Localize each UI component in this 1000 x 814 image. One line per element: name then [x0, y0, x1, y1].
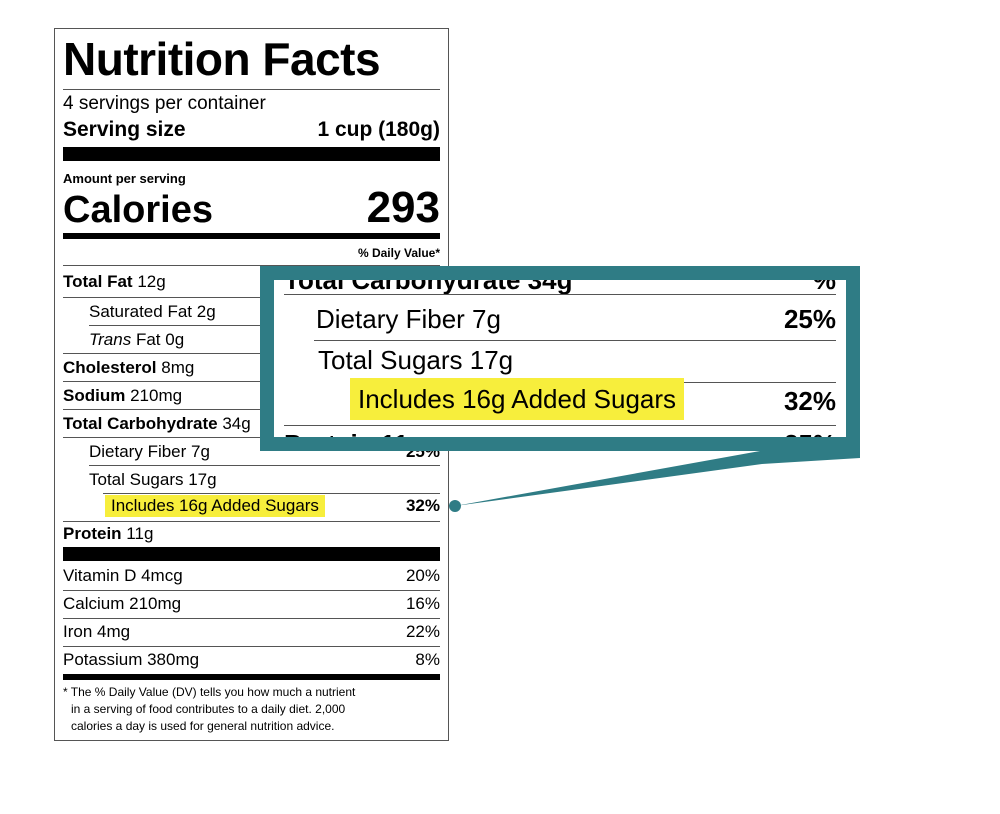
- amount-per-serving: Amount per serving: [63, 171, 186, 186]
- footnote: * The % Daily Value (DV) tells you how m…: [63, 685, 356, 733]
- calories-value: 293: [366, 183, 440, 232]
- zoom-dietary-fiber: Dietary Fiber 7g: [316, 304, 501, 334]
- callout-dot: [449, 500, 461, 512]
- zoom-dietary-fiber-dv: 25%: [783, 304, 836, 334]
- zoom-bottom-cut-label: Protein 11g: [284, 429, 425, 451]
- zoom-top-cut-label: Total Carbohydrate 34g: [284, 266, 573, 295]
- calories-label: Calories: [63, 189, 213, 231]
- servings-per-container: 4 servings per container: [63, 93, 266, 114]
- serving-size-value: 1 cup (180g): [317, 118, 440, 141]
- label-title: Nutrition Facts: [63, 33, 381, 85]
- daily-value-header: % Daily Value*: [357, 246, 440, 260]
- zoom-bottom-cut-dv: 25%: [783, 429, 836, 451]
- serving-size-label: Serving size: [63, 118, 186, 141]
- callout-wedge: [455, 451, 860, 506]
- zoom-top-cut-dv: %: [812, 266, 836, 295]
- zoom-added-sugars-dv: 32%: [783, 386, 836, 416]
- zoom-total-sugars: Total Sugars 17g: [318, 345, 514, 375]
- zoom-added-sugars: Includes 16g Added Sugars: [350, 378, 685, 420]
- zoom-callout: Total Carbohydrate 34g % Dietary Fiber 7…: [260, 266, 860, 451]
